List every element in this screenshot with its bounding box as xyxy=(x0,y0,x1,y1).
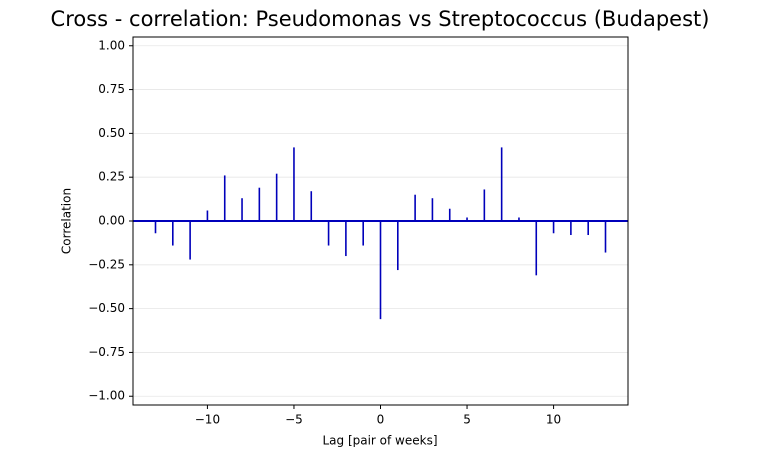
chart-title: Cross - correlation: Pseudomonas vs Stre… xyxy=(51,7,710,31)
y-tick-label: 0.50 xyxy=(98,126,125,140)
y-tick-label: 0.25 xyxy=(98,170,125,184)
x-tick-label: 5 xyxy=(463,413,471,427)
y-tick-label: −1.00 xyxy=(88,389,125,403)
y-tick-label: −0.50 xyxy=(88,301,125,315)
x-tick-label: −10 xyxy=(195,413,220,427)
x-axis-label: Lag [pair of weeks] xyxy=(322,434,437,448)
plot-frame xyxy=(132,36,629,406)
y-tick-label: 0.00 xyxy=(98,214,125,228)
y-axis-label: Correlation xyxy=(60,188,74,254)
y-tick-label: −0.25 xyxy=(88,257,125,271)
x-tick-label: 0 xyxy=(377,413,385,427)
y-tick-label: −0.75 xyxy=(88,345,125,359)
y-tick-label: 0.75 xyxy=(98,82,125,96)
y-tick-label: 1.00 xyxy=(98,38,125,52)
x-tick-label: −5 xyxy=(285,413,303,427)
x-tick-label: 10 xyxy=(546,413,561,427)
